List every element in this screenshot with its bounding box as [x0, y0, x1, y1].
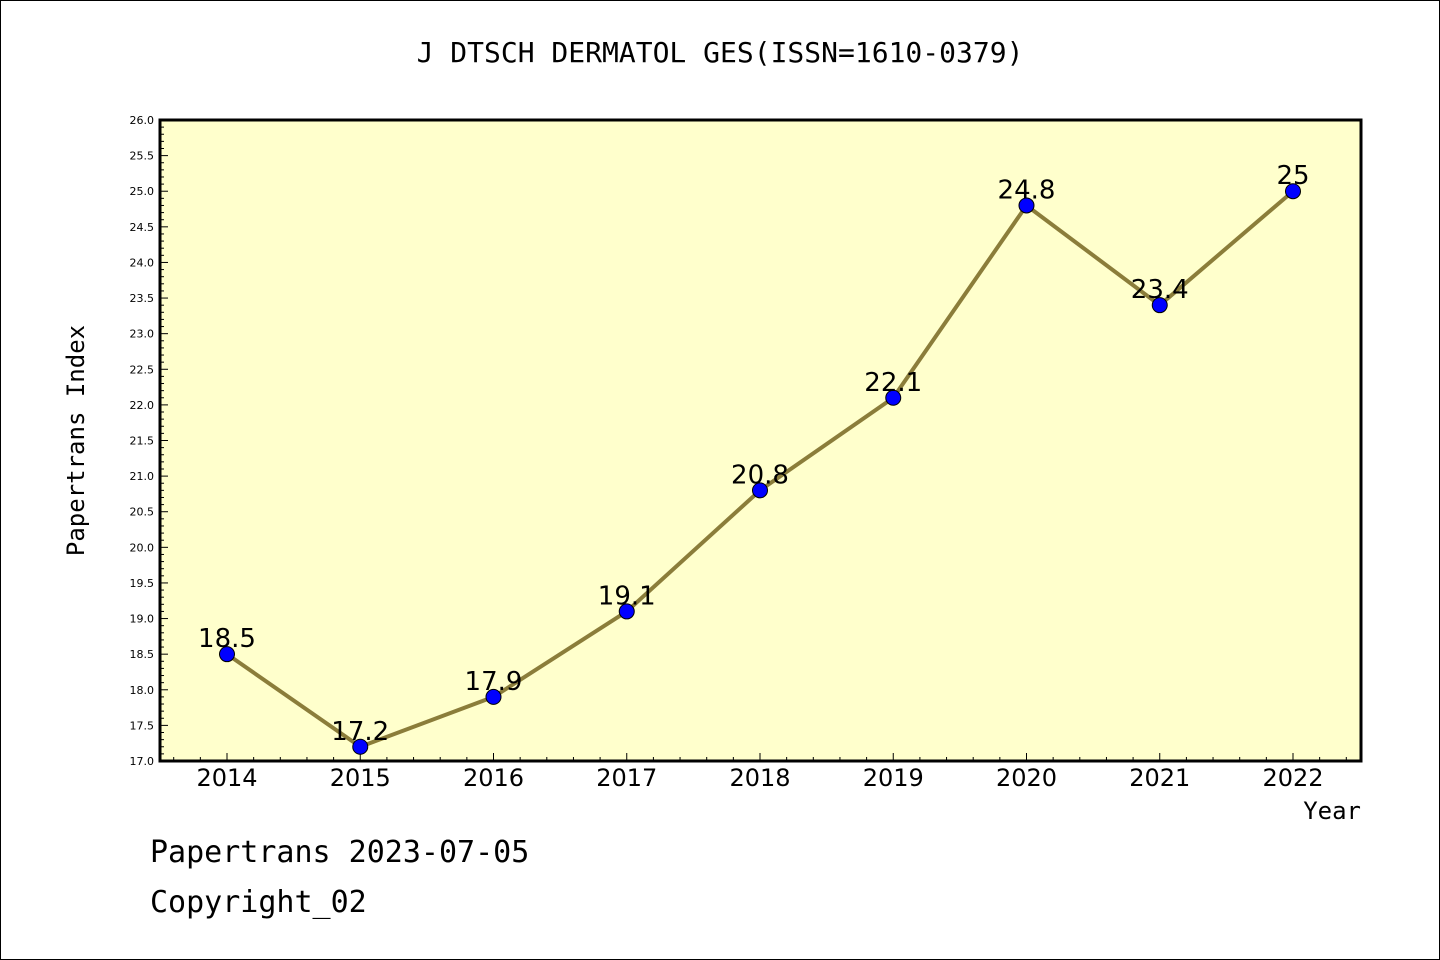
x-tick-label: 2018 — [729, 764, 790, 792]
y-tick-label: 20.5 — [130, 506, 155, 519]
data-point — [485, 688, 502, 705]
x-tick-label: 2017 — [596, 764, 657, 792]
plot-area — [160, 120, 1361, 761]
y-tick-label: 23.5 — [130, 292, 155, 305]
data-label: 23.4 — [1131, 275, 1189, 305]
data-label: 18.5 — [198, 624, 256, 654]
y-tick-label: 19.0 — [130, 613, 155, 626]
data-label: 17.2 — [331, 717, 389, 747]
x-tick-label: 2020 — [996, 764, 1057, 792]
data-point — [352, 738, 369, 755]
y-tick-label: 24.5 — [130, 221, 155, 234]
y-tick-label: 25.0 — [130, 185, 155, 198]
x-tick-label: 2015 — [330, 764, 391, 792]
x-tick-label: 2022 — [1262, 764, 1323, 792]
plot-border — [158, 118, 1363, 763]
y-tick-label: 18.0 — [130, 684, 155, 697]
y-tick-label: 25.5 — [130, 150, 155, 163]
footer-copyright-text: Copyright_02 — [150, 885, 367, 920]
x-tick-label: 2016 — [463, 764, 524, 792]
y-tick-label: 20.0 — [130, 541, 155, 554]
data-label: 20.8 — [731, 460, 789, 490]
y-tick-label: 17.0 — [130, 755, 155, 768]
data-point — [1285, 183, 1301, 200]
data-point — [219, 646, 235, 663]
data-point — [885, 389, 902, 406]
y-tick-label: 23.0 — [130, 328, 155, 341]
data-label: 19.1 — [598, 581, 656, 611]
y-tick-label: 26.0 — [130, 114, 155, 127]
x-tick-label: 2019 — [863, 764, 924, 792]
data-label: 22.1 — [864, 368, 922, 398]
chart-title: J DTSCH DERMATOL GES(ISSN=1610-0379) — [416, 36, 1024, 69]
y-tick-label: 24.0 — [130, 256, 155, 269]
x-tick-label: 2014 — [196, 764, 257, 792]
y-tick-label: 19.5 — [130, 577, 155, 590]
y-tick-label: 17.5 — [130, 719, 155, 732]
data-point — [1018, 197, 1035, 214]
data-point — [1151, 297, 1168, 314]
y-axis-label: Papertrans Index — [62, 325, 90, 556]
footer-date-text: Papertrans 2023-07-05 — [150, 835, 530, 870]
x-axis-label: Year — [1303, 797, 1361, 825]
data-label: 24.8 — [998, 175, 1056, 205]
data-label: 25 — [1276, 161, 1309, 191]
data-point — [618, 603, 635, 620]
y-tick-label: 22.5 — [130, 363, 155, 376]
y-tick-label: 21.0 — [130, 470, 155, 483]
y-tick-label: 18.5 — [130, 648, 155, 661]
x-tick-label: 2021 — [1129, 764, 1190, 792]
data-point — [752, 482, 768, 499]
y-tick-label: 21.5 — [130, 435, 155, 448]
data-label: 17.9 — [465, 667, 523, 697]
y-tick-label: 22.0 — [130, 399, 155, 412]
